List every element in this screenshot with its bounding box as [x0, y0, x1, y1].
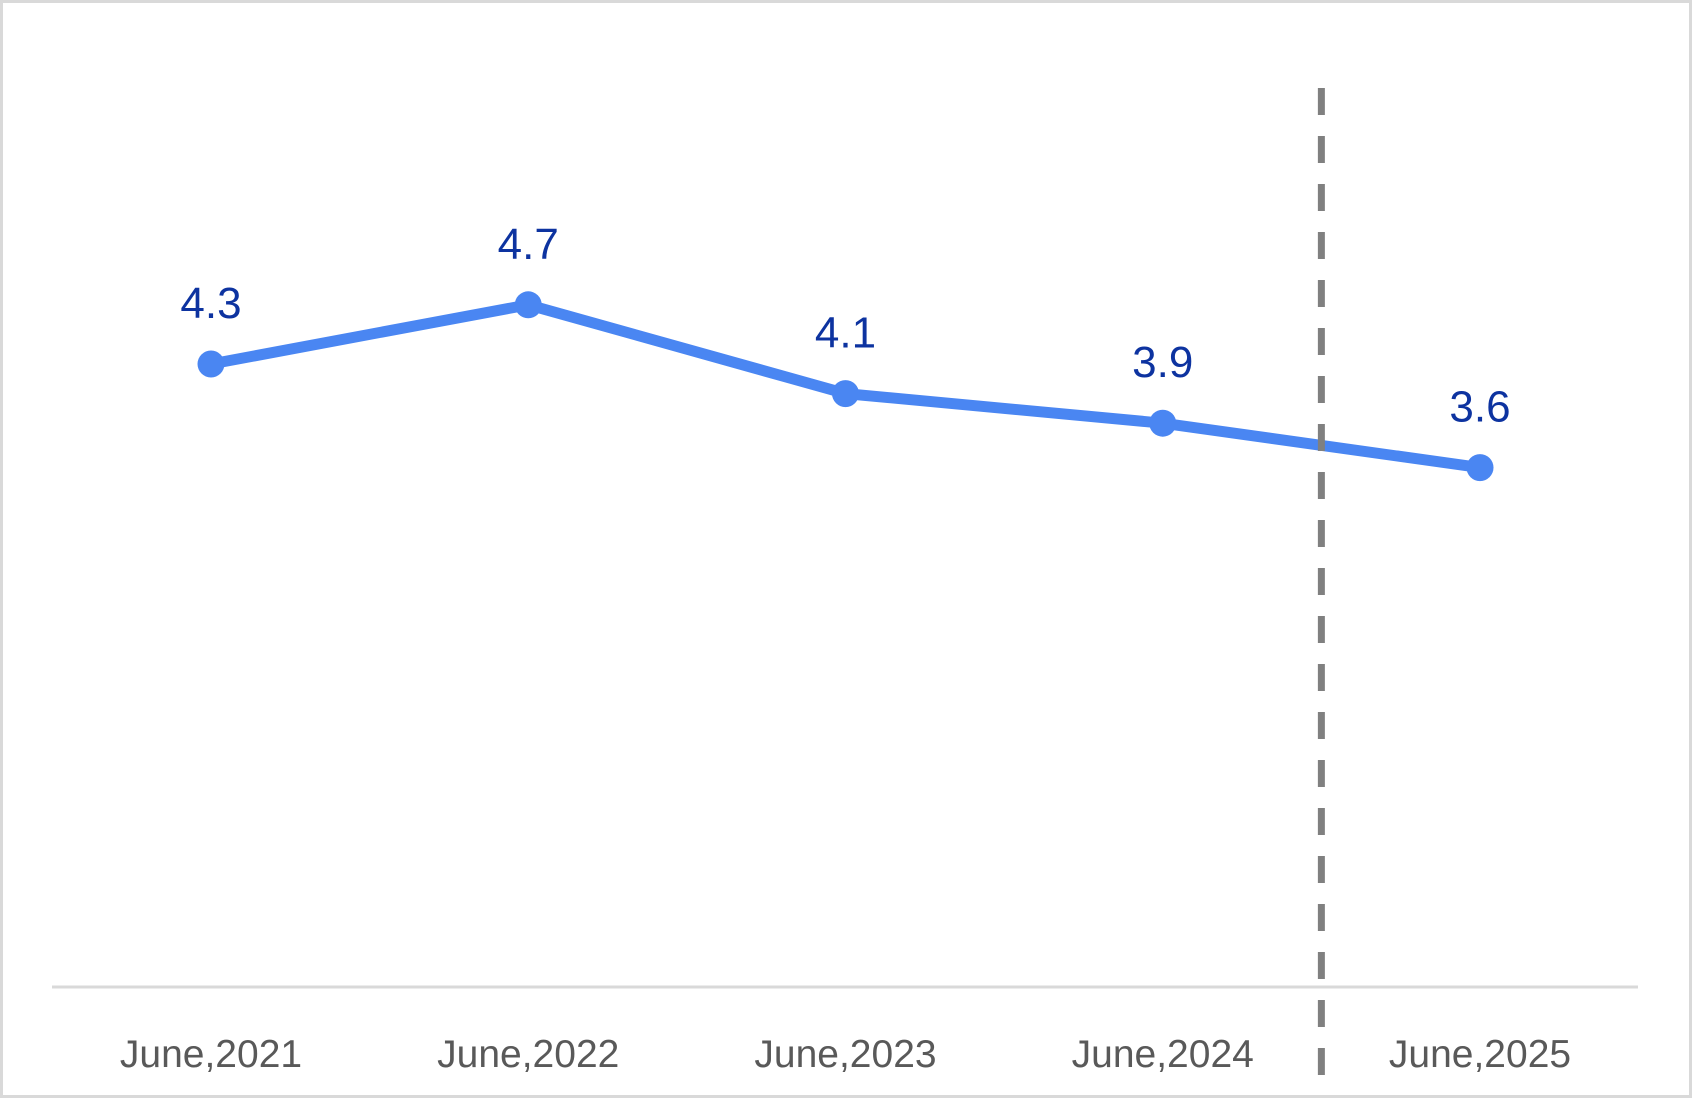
data-point-marker	[1149, 409, 1177, 437]
x-axis-label: June,2024	[1072, 1033, 1254, 1076]
x-axis-label-layer: June,2021 June,2022 June,2023 June,2024 June…	[120, 1033, 1571, 1076]
data-point-label: 4.1	[815, 309, 876, 358]
x-axis-label: June,2025	[1389, 1033, 1571, 1076]
data-point-marker	[832, 380, 859, 408]
data-point-label: 3.9	[1132, 338, 1193, 387]
data-point-layer	[197, 291, 1494, 482]
x-axis-label: June,2022	[437, 1033, 619, 1076]
data-point-label: 3.6	[1449, 383, 1510, 432]
x-axis-label: June,2021	[120, 1033, 302, 1076]
data-point-marker	[1466, 454, 1494, 482]
data-point-marker	[514, 291, 542, 319]
data-point-label: 4.7	[498, 220, 559, 269]
x-axis-label: June,2023	[754, 1033, 936, 1076]
data-label-layer: 4.3 4.7 4.1 3.9 3.6	[180, 220, 1510, 432]
data-point-label: 4.3	[180, 279, 241, 328]
data-point-marker	[197, 350, 225, 378]
